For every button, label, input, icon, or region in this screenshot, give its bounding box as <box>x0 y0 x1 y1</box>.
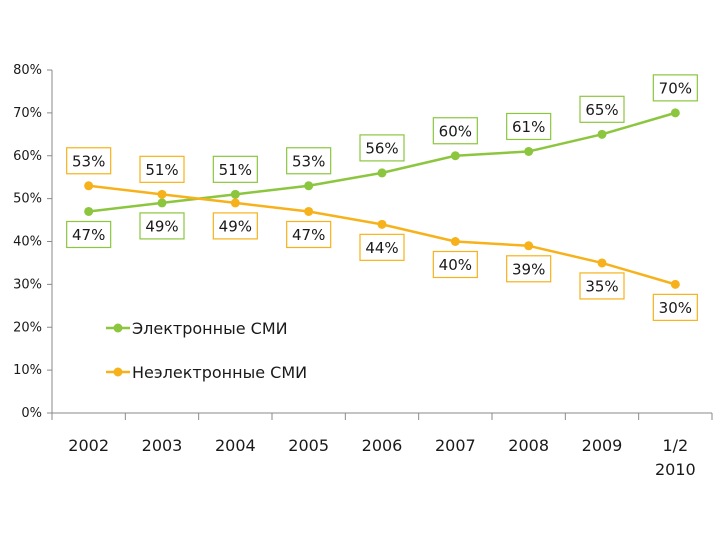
data-label-box <box>432 117 478 145</box>
data-point <box>304 181 314 191</box>
x-tick-label: 2005 <box>288 436 329 455</box>
data-point <box>230 198 240 208</box>
data-label: 70% <box>659 79 692 97</box>
data-point <box>157 198 167 208</box>
data-label-box <box>286 220 332 249</box>
x-tick-label: 2002 <box>68 436 109 455</box>
data-label-box <box>579 95 625 123</box>
y-tick-label: 10% <box>13 363 42 378</box>
data-point <box>450 237 460 246</box>
data-label: 47% <box>292 226 325 244</box>
data-label: 51% <box>145 161 178 179</box>
data-label: 30% <box>659 299 692 317</box>
data-label: 47% <box>72 226 105 244</box>
data-label-box <box>212 212 258 240</box>
data-label: 49% <box>145 217 178 235</box>
data-label-box <box>66 220 112 249</box>
data-point <box>524 146 534 156</box>
data-point <box>157 189 167 199</box>
y-tick-label: 60% <box>13 149 42 164</box>
data-label-box <box>506 112 552 141</box>
data-label-box <box>286 147 332 175</box>
data-label: 56% <box>365 139 398 157</box>
data-label-box <box>652 74 698 102</box>
legend-swatch-marker <box>113 367 123 377</box>
data-label: 40% <box>439 256 472 274</box>
legend-label: Неэлектронные СМИ <box>132 363 307 382</box>
data-label-box <box>359 233 405 261</box>
data-label-box <box>66 147 112 175</box>
data-point <box>597 258 607 268</box>
x-tick-label: 1/2 <box>662 436 688 455</box>
data-label-box <box>652 293 698 321</box>
data-label-box <box>432 250 478 279</box>
data-label-box <box>359 134 405 162</box>
legend-label: Электронные СМИ <box>132 319 288 338</box>
data-label: 53% <box>72 152 105 170</box>
data-label: 65% <box>585 101 618 119</box>
x-tick-label: 2009 <box>582 436 623 455</box>
data-point <box>377 168 387 178</box>
data-label: 53% <box>292 152 325 170</box>
x-tick-label: 2004 <box>215 436 256 455</box>
data-label: 49% <box>219 217 252 235</box>
data-point <box>230 189 240 199</box>
data-label: 51% <box>219 161 252 179</box>
x-tick-label: 2006 <box>362 436 403 455</box>
y-tick-label: 20% <box>13 320 42 335</box>
data-label-box <box>139 155 185 183</box>
data-point <box>84 206 94 216</box>
data-label-box <box>506 255 552 283</box>
data-point <box>597 129 607 139</box>
data-label: 44% <box>365 239 398 257</box>
data-point <box>670 108 680 118</box>
data-label-box <box>139 212 185 240</box>
data-point <box>450 151 460 161</box>
data-label: 61% <box>512 118 545 136</box>
y-tick-label: 80% <box>13 63 42 78</box>
data-label: 60% <box>439 122 472 140</box>
data-label: 35% <box>585 277 618 295</box>
legend-swatch-marker <box>113 323 123 333</box>
data-label-box <box>212 155 258 183</box>
y-tick-label: 30% <box>13 277 42 292</box>
data-point <box>524 241 534 251</box>
data-point <box>377 219 387 229</box>
y-tick-label: 50% <box>13 192 42 207</box>
data-label: 39% <box>512 260 545 278</box>
y-tick-label: 0% <box>21 406 42 421</box>
x-tick-label: 2003 <box>142 436 183 455</box>
data-label-box <box>579 272 625 300</box>
data-point <box>670 279 680 289</box>
y-tick-label: 70% <box>13 106 42 121</box>
x-tick-label: 2007 <box>435 436 476 455</box>
x-tick-label: 2010 <box>655 460 696 479</box>
x-tick-label: 2008 <box>508 436 549 455</box>
data-point <box>304 206 314 216</box>
data-point <box>84 181 94 191</box>
y-tick-label: 40% <box>13 235 42 250</box>
